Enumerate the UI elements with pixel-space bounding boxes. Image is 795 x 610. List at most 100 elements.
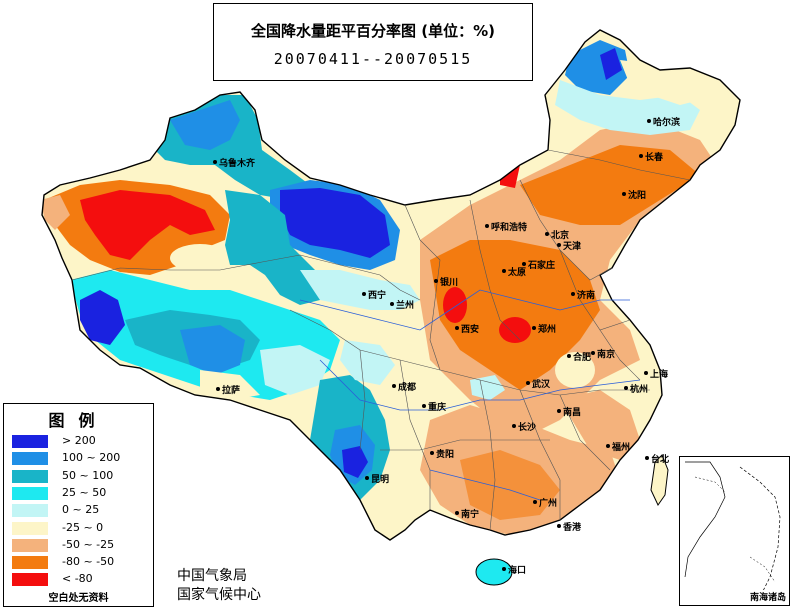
city-dot: [647, 119, 651, 123]
legend-swatch: [12, 521, 48, 535]
city-dot: [624, 386, 628, 390]
province-borders: [71, 149, 691, 531]
city-dot: [485, 224, 489, 228]
legend-swatch: [12, 452, 48, 466]
city-dot: [557, 409, 561, 413]
map-title: 全国降水量距平百分率图 (单位：%): [251, 22, 495, 40]
city-label: 西宁: [368, 291, 387, 301]
legend-item: 50 ~ 100: [12, 468, 152, 484]
city-label: 北京: [551, 231, 570, 241]
legend-swatch: [12, 504, 48, 518]
legend-range-label: 50 ~ 100: [62, 468, 114, 482]
city-dot: [622, 192, 626, 196]
legend-swatch: [12, 556, 48, 570]
city-dot: [571, 292, 575, 296]
city-label: 拉萨: [222, 386, 241, 396]
agency-line-2: 国家气候中心: [177, 587, 261, 603]
city-label: 广州: [539, 499, 558, 509]
city-label: 太原: [508, 268, 527, 278]
city-dot: [522, 262, 526, 266]
legend-range-label: -50 ~ -25: [62, 537, 115, 551]
title-box: 全国降水量距平百分率图 (单位：%) 20070411--20070515: [213, 3, 533, 81]
map-period: 20070411--20070515: [273, 50, 473, 68]
city-dot: [455, 326, 459, 330]
city-dot: [455, 511, 459, 515]
city-dot: [365, 476, 369, 480]
city-dot: [362, 292, 366, 296]
legend-title: 图例: [48, 411, 109, 430]
city-dot: [557, 243, 561, 247]
city-label: 南昌: [563, 408, 582, 418]
city-label: 石家庄: [528, 261, 556, 271]
legend-item: -80 ~ -50: [12, 555, 152, 570]
legend-item: -50 ~ -25: [12, 537, 152, 553]
city-dot: [645, 456, 649, 460]
city-label: 哈尔滨: [653, 118, 681, 128]
city-dot: [502, 269, 506, 273]
city-label: 长春: [645, 153, 664, 163]
city-label: 昆明: [371, 475, 390, 485]
city-dot: [216, 387, 220, 391]
legend-range-label: 0 ~ 25: [62, 503, 100, 517]
legend-swatch: [12, 538, 48, 552]
city-dot: [430, 451, 434, 455]
city-label: 沈阳: [628, 191, 647, 201]
city-dot: [644, 371, 648, 375]
city-dot: [532, 326, 536, 330]
city-label: 南宁: [461, 510, 480, 520]
city-label: 福州: [612, 443, 631, 453]
city-label: 南京: [597, 350, 616, 360]
city-dot: [392, 384, 396, 388]
city-label: 香港: [563, 523, 582, 533]
legend-swatch: [12, 435, 48, 448]
legend-range-label: > 200: [62, 434, 96, 447]
legend-range-label: -80 ~ -50: [62, 555, 115, 569]
city-label: 济南: [577, 291, 596, 301]
legend-item: > 200: [12, 434, 152, 449]
no-data-note: 空白处无资料: [48, 593, 109, 604]
city-label: 上海: [650, 370, 669, 380]
city-dot: [639, 154, 643, 158]
city-dot: [526, 381, 530, 385]
city-label: 杭州: [630, 385, 649, 395]
city-label: 海口: [508, 566, 527, 576]
inset-map: [684, 461, 781, 598]
legend-item: 25 ~ 50: [12, 485, 152, 501]
legend-swatch: [12, 573, 48, 587]
city-label: 贵阳: [436, 450, 455, 460]
legend-swatch: [12, 469, 48, 483]
city-label: 重庆: [428, 403, 447, 413]
city-label: 台北: [651, 455, 670, 465]
city-label: 郑州: [538, 325, 557, 335]
city-dot: [567, 354, 571, 358]
legend-range-label: -25 ~ 0: [62, 520, 104, 534]
city-label: 武汉: [532, 380, 551, 390]
legend-range-label: < -80: [62, 572, 93, 586]
rivers: [299, 289, 641, 501]
city-dot: [557, 524, 561, 528]
city-label: 银川: [440, 278, 459, 288]
legend-item: -25 ~ 0: [12, 520, 152, 536]
legend-swatch: [12, 486, 48, 500]
legend-range-label: 100 ~ 200: [62, 451, 121, 465]
south-china-sea-inset: 南海诸岛: [679, 456, 790, 606]
city-dot: [434, 279, 438, 283]
city-dot: [512, 424, 516, 428]
city-dot: [545, 232, 549, 236]
inset-label: 南海诸岛: [749, 590, 786, 603]
city-label: 成都: [398, 383, 417, 393]
city-dot: [213, 160, 217, 164]
legend: 图例 > 200 100 ~ 200 50 ~ 100 25 ~ 50 0 ~ 25 -2…: [3, 403, 154, 607]
legend-item: 0 ~ 25: [12, 503, 152, 518]
legend-range-label: 25 ~ 50: [62, 485, 107, 499]
city-label: 兰州: [396, 301, 415, 311]
city-dot: [390, 302, 394, 306]
city-dot: [422, 404, 426, 408]
city-dot: [533, 500, 537, 504]
city-dot: [502, 567, 506, 571]
city-label: 乌鲁木齐: [219, 159, 256, 169]
agency-line-1: 中国气象局: [177, 568, 247, 584]
city-label: 天津: [563, 242, 582, 252]
city-label: 呼和浩特: [491, 223, 528, 233]
